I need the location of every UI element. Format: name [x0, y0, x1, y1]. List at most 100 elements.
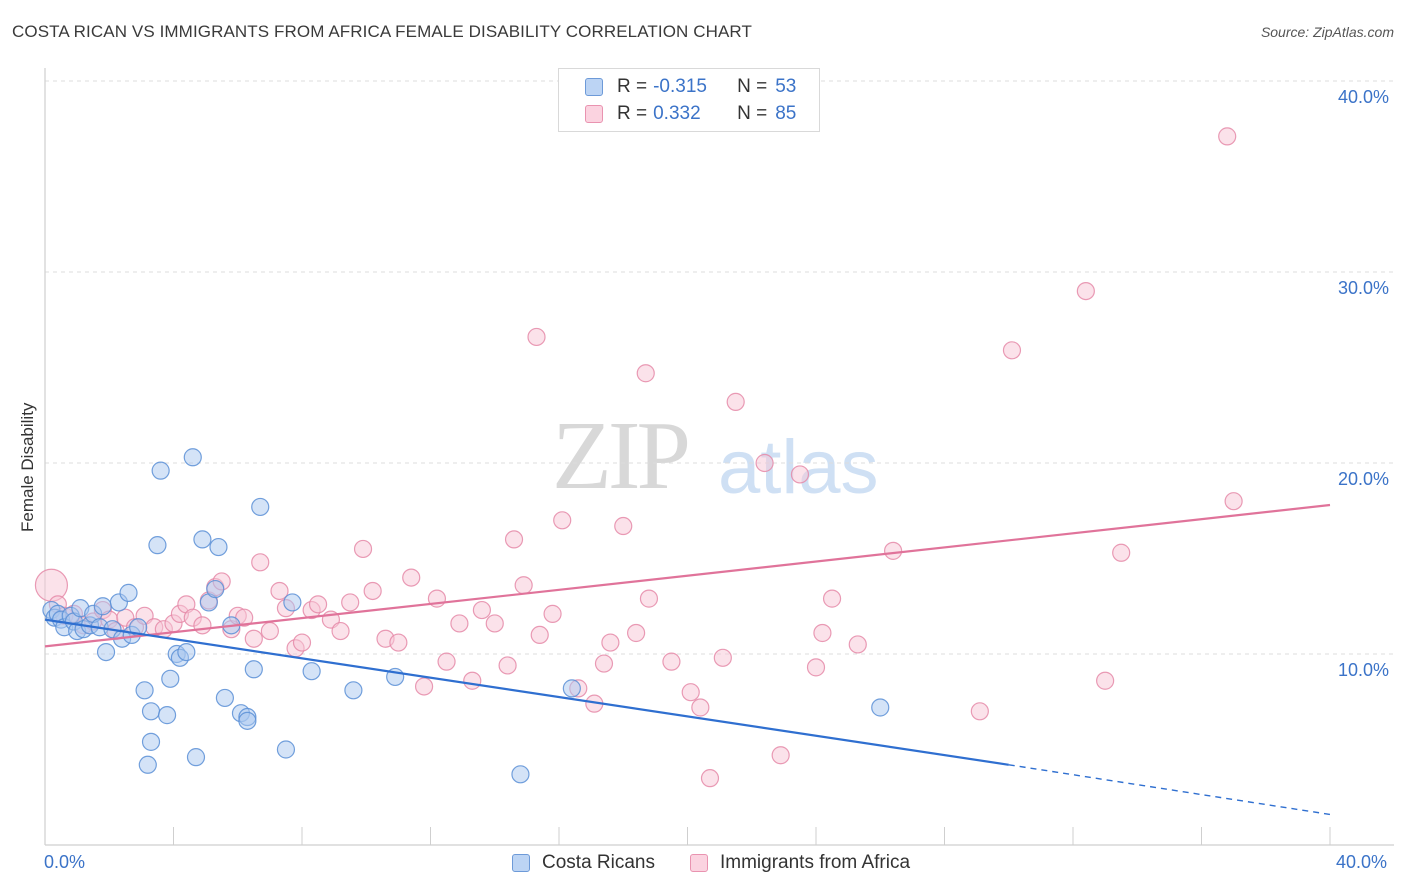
costa-ricans-point — [302, 662, 321, 681]
immigrants-africa-point — [251, 553, 270, 572]
immigrants-africa-point — [530, 625, 549, 645]
r-label: R = — [617, 103, 648, 124]
costa-ricans-point — [238, 711, 257, 730]
costa-ricans-point — [193, 530, 212, 549]
immigrants-africa-point — [790, 465, 810, 484]
immigrants-africa-point — [463, 671, 482, 690]
immigrants-africa-point — [594, 654, 614, 673]
legend-item-immigrants-africa[interactable]: Immigrants from Africa — [690, 852, 910, 874]
costa-ricans-point — [209, 537, 228, 557]
costa-ricans-point — [161, 669, 180, 688]
immigrants-africa-point — [1096, 671, 1115, 690]
legend-row-costa-ricans: R = -0.315 N = 53 — [559, 73, 796, 101]
legend-row-immigrants-africa: R = 0.332 N = 85 — [559, 100, 796, 128]
immigrants-africa-point — [353, 539, 373, 559]
immigrants-africa-point — [34, 568, 69, 602]
immigrants-africa-point — [681, 683, 700, 702]
costa-ricans-point — [119, 583, 138, 602]
costa-ricans-point — [93, 597, 112, 616]
legend-label: Costa Ricans — [542, 852, 655, 873]
immigrants-africa-point — [244, 629, 263, 648]
immigrants-africa-point — [822, 589, 842, 608]
immigrants-africa-point — [700, 769, 720, 788]
n-label: N = — [737, 103, 768, 124]
immigrants-africa-point — [331, 621, 350, 641]
r-label: R = — [617, 76, 648, 97]
immigrants-africa-trendline — [44, 503, 1331, 648]
immigrants-africa-point — [389, 633, 408, 652]
immigrants-africa-point — [260, 621, 279, 641]
immigrants-africa-point — [883, 541, 903, 560]
x-tick-label-max: 40.0% — [1336, 852, 1388, 872]
chart-title: COSTA RICAN VS IMMIGRANTS FROM AFRICA FE… — [12, 22, 752, 41]
immigrants-africa-point — [1224, 492, 1243, 511]
immigrants-africa-point — [771, 746, 790, 765]
immigrants-africa-point — [726, 392, 745, 411]
immigrants-africa-point — [193, 616, 212, 635]
immigrants-africa-point — [292, 633, 312, 652]
n-label: N = — [737, 76, 768, 97]
immigrants-africa-point — [662, 652, 681, 671]
immigrants-africa-point — [614, 516, 633, 536]
costa-ricans-point — [151, 461, 170, 480]
immigrants-africa-point — [363, 581, 382, 601]
costa-ricans-point — [135, 681, 154, 700]
costa-ricans-point — [138, 755, 157, 774]
source-credit: Source: ZipAtlas.com — [1260, 24, 1394, 40]
immigrants-africa-point — [485, 614, 504, 633]
legend-swatch-blue — [585, 78, 603, 96]
immigrants-africa-point — [755, 453, 774, 473]
immigrants-africa-point — [414, 677, 434, 696]
legend-swatch-pink — [585, 105, 603, 123]
immigrants-africa-point — [1076, 282, 1095, 301]
legend-label: Immigrants from Africa — [720, 852, 911, 873]
costa-ricans-point — [251, 497, 270, 517]
immigrants-africa-point — [437, 652, 456, 671]
y-tick-label: 40.0% — [1338, 87, 1390, 107]
r-value: -0.315 — [653, 76, 707, 97]
y-tick-label: 10.0% — [1338, 660, 1390, 680]
immigrants-africa-point — [514, 576, 533, 595]
legend-item-costa-ricans[interactable]: Costa Ricans — [512, 852, 655, 874]
costa-ricans-point — [141, 702, 161, 721]
n-value: 53 — [775, 76, 797, 97]
immigrants-africa-point — [636, 364, 655, 383]
costa-ricans-point — [562, 679, 581, 698]
costa-ricans-point — [96, 642, 116, 662]
immigrants-africa-point — [553, 511, 572, 530]
immigrants-africa-point — [450, 614, 469, 633]
immigrants-africa-point — [813, 623, 832, 643]
watermark-zip: ZIP — [552, 402, 691, 510]
costa-ricans-point — [186, 748, 206, 767]
costa-ricans-point — [871, 698, 890, 717]
immigrants-africa-point — [626, 623, 646, 643]
series-legend: Costa Ricans Immigrants from Africa — [0, 852, 1406, 878]
immigrants-africa-point — [713, 648, 732, 667]
r-value: 0.332 — [653, 103, 701, 124]
costa-ricans-point — [215, 688, 234, 708]
y-tick-label: 20.0% — [1338, 469, 1390, 489]
immigrants-africa-point — [498, 656, 517, 675]
immigrants-africa-point — [1002, 341, 1022, 360]
costa-ricans-point — [283, 593, 302, 612]
costa-ricans-point — [276, 740, 296, 759]
immigrants-africa-point — [970, 702, 989, 721]
n-value: 85 — [775, 103, 797, 124]
immigrants-africa-point — [691, 698, 710, 717]
legend-swatch-blue — [512, 854, 530, 872]
immigrants-africa-point — [806, 658, 826, 677]
costa-ricans-point — [141, 732, 161, 751]
correlation-legend: R = -0.315 N = 53 R = 0.332 N = 85 — [558, 68, 820, 132]
immigrants-africa-point — [527, 327, 546, 347]
y-tick-label: 30.0% — [1338, 278, 1390, 298]
costa-ricans-trendline — [44, 618, 1009, 766]
immigrants-africa-point — [1218, 127, 1237, 146]
immigrants-africa-point — [639, 589, 659, 608]
immigrants-africa-point — [1112, 543, 1131, 562]
costa-ricans-point — [183, 448, 202, 467]
immigrants-africa-point — [504, 530, 524, 549]
costa-ricans-point — [244, 660, 263, 679]
x-tick-label-min: 0.0% — [44, 852, 86, 872]
immigrants-africa-point — [543, 604, 562, 623]
